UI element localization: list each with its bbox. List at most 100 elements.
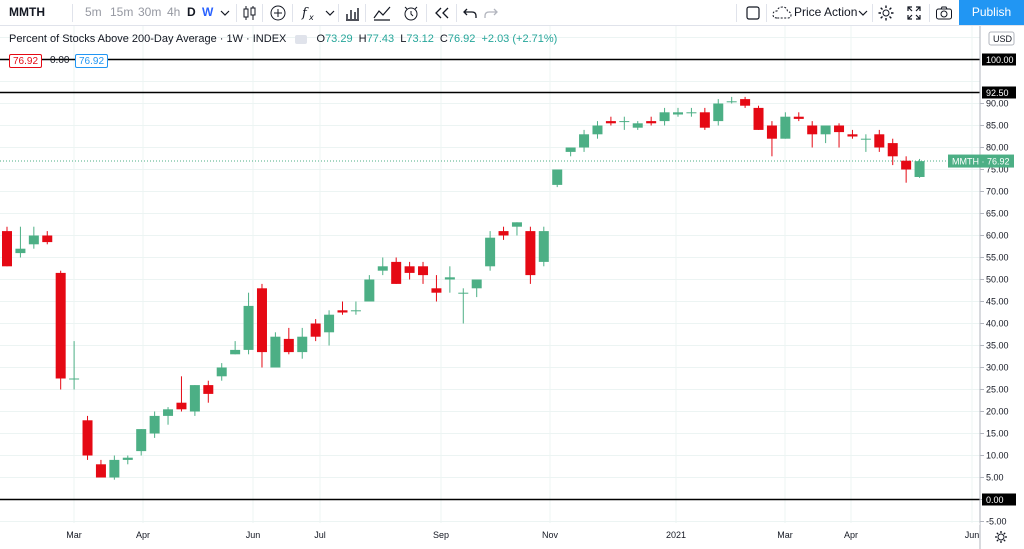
candle-body <box>552 169 563 185</box>
interval-15m[interactable]: 15m <box>110 5 134 19</box>
candle-body <box>324 314 335 333</box>
price-tick-label: 60.00 <box>986 231 1009 241</box>
candle-body <box>189 385 200 412</box>
candle-body <box>256 288 267 353</box>
interval-5m[interactable]: 5m <box>85 5 102 19</box>
candle-body <box>673 112 683 115</box>
toolbar-divider <box>456 4 457 22</box>
gear-icon[interactable] <box>876 2 896 23</box>
candle-body <box>458 292 469 294</box>
chevron-down-icon[interactable] <box>218 2 232 23</box>
series-title[interactable]: Percent of Stocks Above 200-Day Average … <box>9 33 287 45</box>
series-legend: Percent of Stocks Above 200-Day Average … <box>9 33 557 45</box>
candle-body <box>243 305 254 350</box>
candle-body <box>485 237 496 267</box>
price-tick-label: 65.00 <box>986 209 1009 219</box>
chevron-down-icon[interactable] <box>857 2 869 23</box>
fullscreen-square-icon[interactable] <box>744 2 762 23</box>
time-tick-label: Mar <box>777 530 793 540</box>
layout-name[interactable]: Price Action <box>794 5 858 19</box>
price-tick-label: -5.00 <box>986 517 1007 527</box>
alarm-clock-icon[interactable] <box>401 2 421 23</box>
axis-settings-gear-icon[interactable] <box>995 531 1007 543</box>
candle-body <box>713 103 724 122</box>
time-tick-label: Mar <box>66 530 82 540</box>
time-tick-label: Jun <box>965 530 980 540</box>
candle-body <box>605 121 616 124</box>
candle-body <box>136 429 147 452</box>
undo-icon[interactable] <box>461 2 479 23</box>
candle-body <box>163 409 174 416</box>
candle-body <box>726 101 737 103</box>
line-price-box <box>982 53 1016 66</box>
interval-d[interactable]: D <box>187 5 196 19</box>
candle-body <box>216 367 227 377</box>
toolbar-divider <box>426 4 427 22</box>
toolbar-divider <box>766 4 767 22</box>
price-tick-label: 90.00 <box>986 99 1009 109</box>
candle-body <box>203 385 214 394</box>
candle-body <box>686 112 697 114</box>
candle-body <box>337 310 348 313</box>
publish-button[interactable]: Publish <box>959 0 1024 25</box>
candle-body <box>525 231 536 276</box>
toolbar-divider <box>365 4 366 22</box>
candle-body <box>699 112 710 128</box>
candle-body <box>364 279 375 302</box>
candle-body <box>95 464 106 478</box>
candle-body <box>28 235 39 245</box>
expand-icon[interactable] <box>904 2 924 23</box>
high-label: H <box>358 33 367 45</box>
value-box-teal: 76.92 <box>75 54 109 68</box>
replay-icon[interactable] <box>432 2 452 23</box>
candle-body <box>579 134 590 148</box>
candle-body <box>498 231 509 236</box>
symbol-search[interactable]: MMTH <box>9 5 45 19</box>
gear-icon-teeth <box>995 531 1007 543</box>
interval-30m[interactable]: 30m <box>138 5 162 19</box>
alert-chart-icon[interactable] <box>372 2 392 23</box>
interval-4h[interactable]: 4h <box>167 5 181 19</box>
toolbar-divider <box>338 4 339 22</box>
price-tick-label: 45.00 <box>986 297 1009 307</box>
high-value: 77.43 <box>366 33 395 45</box>
chart-area[interactable]: USD 90.00 85.00 80.00 75.00 70.00 65.00 60.00 55… <box>0 26 1024 549</box>
candle-body <box>270 336 281 368</box>
horizontal-lines <box>0 58 980 501</box>
candle-body <box>659 112 670 122</box>
candle-body <box>122 457 133 460</box>
redo-icon[interactable] <box>482 2 500 23</box>
price-tick-label: 30.00 <box>986 363 1009 373</box>
chevron-down-icon[interactable] <box>323 2 337 23</box>
candles-icon[interactable] <box>241 2 259 23</box>
candle-body <box>646 121 657 124</box>
candle-body <box>511 222 522 227</box>
price-tick-label: 85.00 <box>986 121 1009 131</box>
price-tick-label: 20.00 <box>986 407 1009 417</box>
templates-bar-icon[interactable] <box>343 2 361 23</box>
candle-body <box>176 402 187 410</box>
candle-body <box>283 338 294 353</box>
legend-more-icon[interactable] <box>295 34 308 44</box>
add-compare-icon[interactable] <box>268 2 288 23</box>
candle-body <box>914 161 925 177</box>
currency-label: USD <box>993 34 1013 44</box>
close-value: 76.92 <box>447 33 476 45</box>
time-tick-label: Nov <box>542 530 559 540</box>
camera-icon[interactable] <box>934 2 954 23</box>
toolbar-divider <box>929 4 930 22</box>
line-price-label: 100.00 <box>986 55 1014 65</box>
toolbar-divider <box>262 4 263 22</box>
candle-body <box>901 160 912 170</box>
time-tick-label: Sep <box>433 530 449 540</box>
interval-w[interactable]: W <box>202 5 214 19</box>
candle-body <box>793 116 804 119</box>
price-tick-label: 15.00 <box>986 429 1009 439</box>
candle-body <box>310 323 321 337</box>
candle-body <box>350 310 361 312</box>
cloud-icon[interactable] <box>772 2 792 23</box>
time-tick-label: Apr <box>136 530 150 540</box>
candle-body <box>740 99 751 106</box>
toolbar-divider <box>72 4 73 22</box>
